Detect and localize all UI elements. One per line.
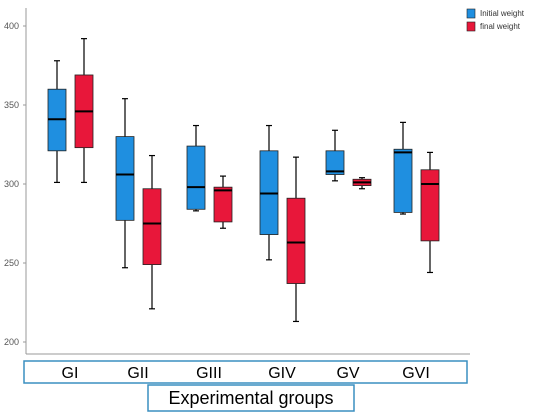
x-axis-title-box — [147, 384, 355, 412]
box-GIII-initial — [186, 124, 206, 212]
category-label-GV: GV — [336, 365, 359, 382]
box-GVI-final — [420, 151, 440, 274]
box-GI-initial — [47, 60, 67, 184]
legend-label: Initial weight — [480, 9, 525, 18]
category-label-GIII: GIII — [196, 365, 222, 382]
box-GIV-final — [286, 156, 306, 323]
iqr-box — [115, 136, 135, 221]
box-GI-final — [74, 38, 94, 184]
y-tick-label: 350 — [4, 100, 19, 110]
iqr-box — [286, 197, 306, 284]
box-GIII-final — [213, 175, 233, 229]
y-tick-label: 250 — [4, 258, 19, 268]
iqr-box — [325, 150, 345, 175]
y-tick-label: 400 — [4, 21, 19, 31]
legend: Initial weight final weight — [466, 8, 525, 32]
box-GV-final — [352, 177, 372, 190]
y-axis-ticks: 200 250 300 350 400 — [4, 21, 26, 347]
category-label-box — [23, 360, 468, 384]
box-GII-final — [142, 154, 162, 310]
iqr-box — [142, 188, 162, 265]
category-label-GIV: GIV — [268, 365, 296, 382]
iqr-box — [213, 186, 233, 223]
box-plots — [47, 38, 440, 323]
category-labels: GI GII GIII GIV GV GVI — [62, 365, 430, 382]
box-GII-initial — [115, 98, 135, 269]
iqr-box — [186, 145, 206, 210]
category-label-GVI: GVI — [402, 365, 430, 382]
legend-swatch — [466, 21, 476, 32]
y-tick-label: 300 — [4, 179, 19, 189]
box-GV-initial — [325, 129, 345, 182]
legend-label: final weight — [480, 22, 521, 31]
box-GIV-initial — [259, 124, 279, 261]
category-label-GII: GII — [127, 365, 148, 382]
legend-swatch — [466, 8, 476, 19]
box-GVI-initial — [393, 121, 413, 215]
category-label-GI: GI — [62, 365, 79, 382]
iqr-box — [420, 169, 440, 242]
iqr-box — [393, 148, 413, 213]
x-axis-title: Experimental groups — [168, 388, 333, 408]
y-tick-label: 200 — [4, 337, 19, 347]
